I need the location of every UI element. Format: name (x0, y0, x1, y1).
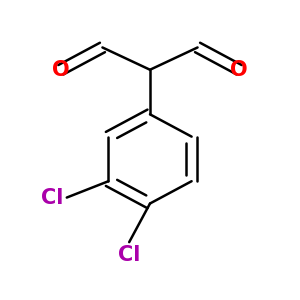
Text: O: O (230, 60, 248, 80)
Text: O: O (52, 60, 70, 80)
Text: Cl: Cl (41, 188, 64, 208)
Text: Cl: Cl (118, 245, 140, 265)
